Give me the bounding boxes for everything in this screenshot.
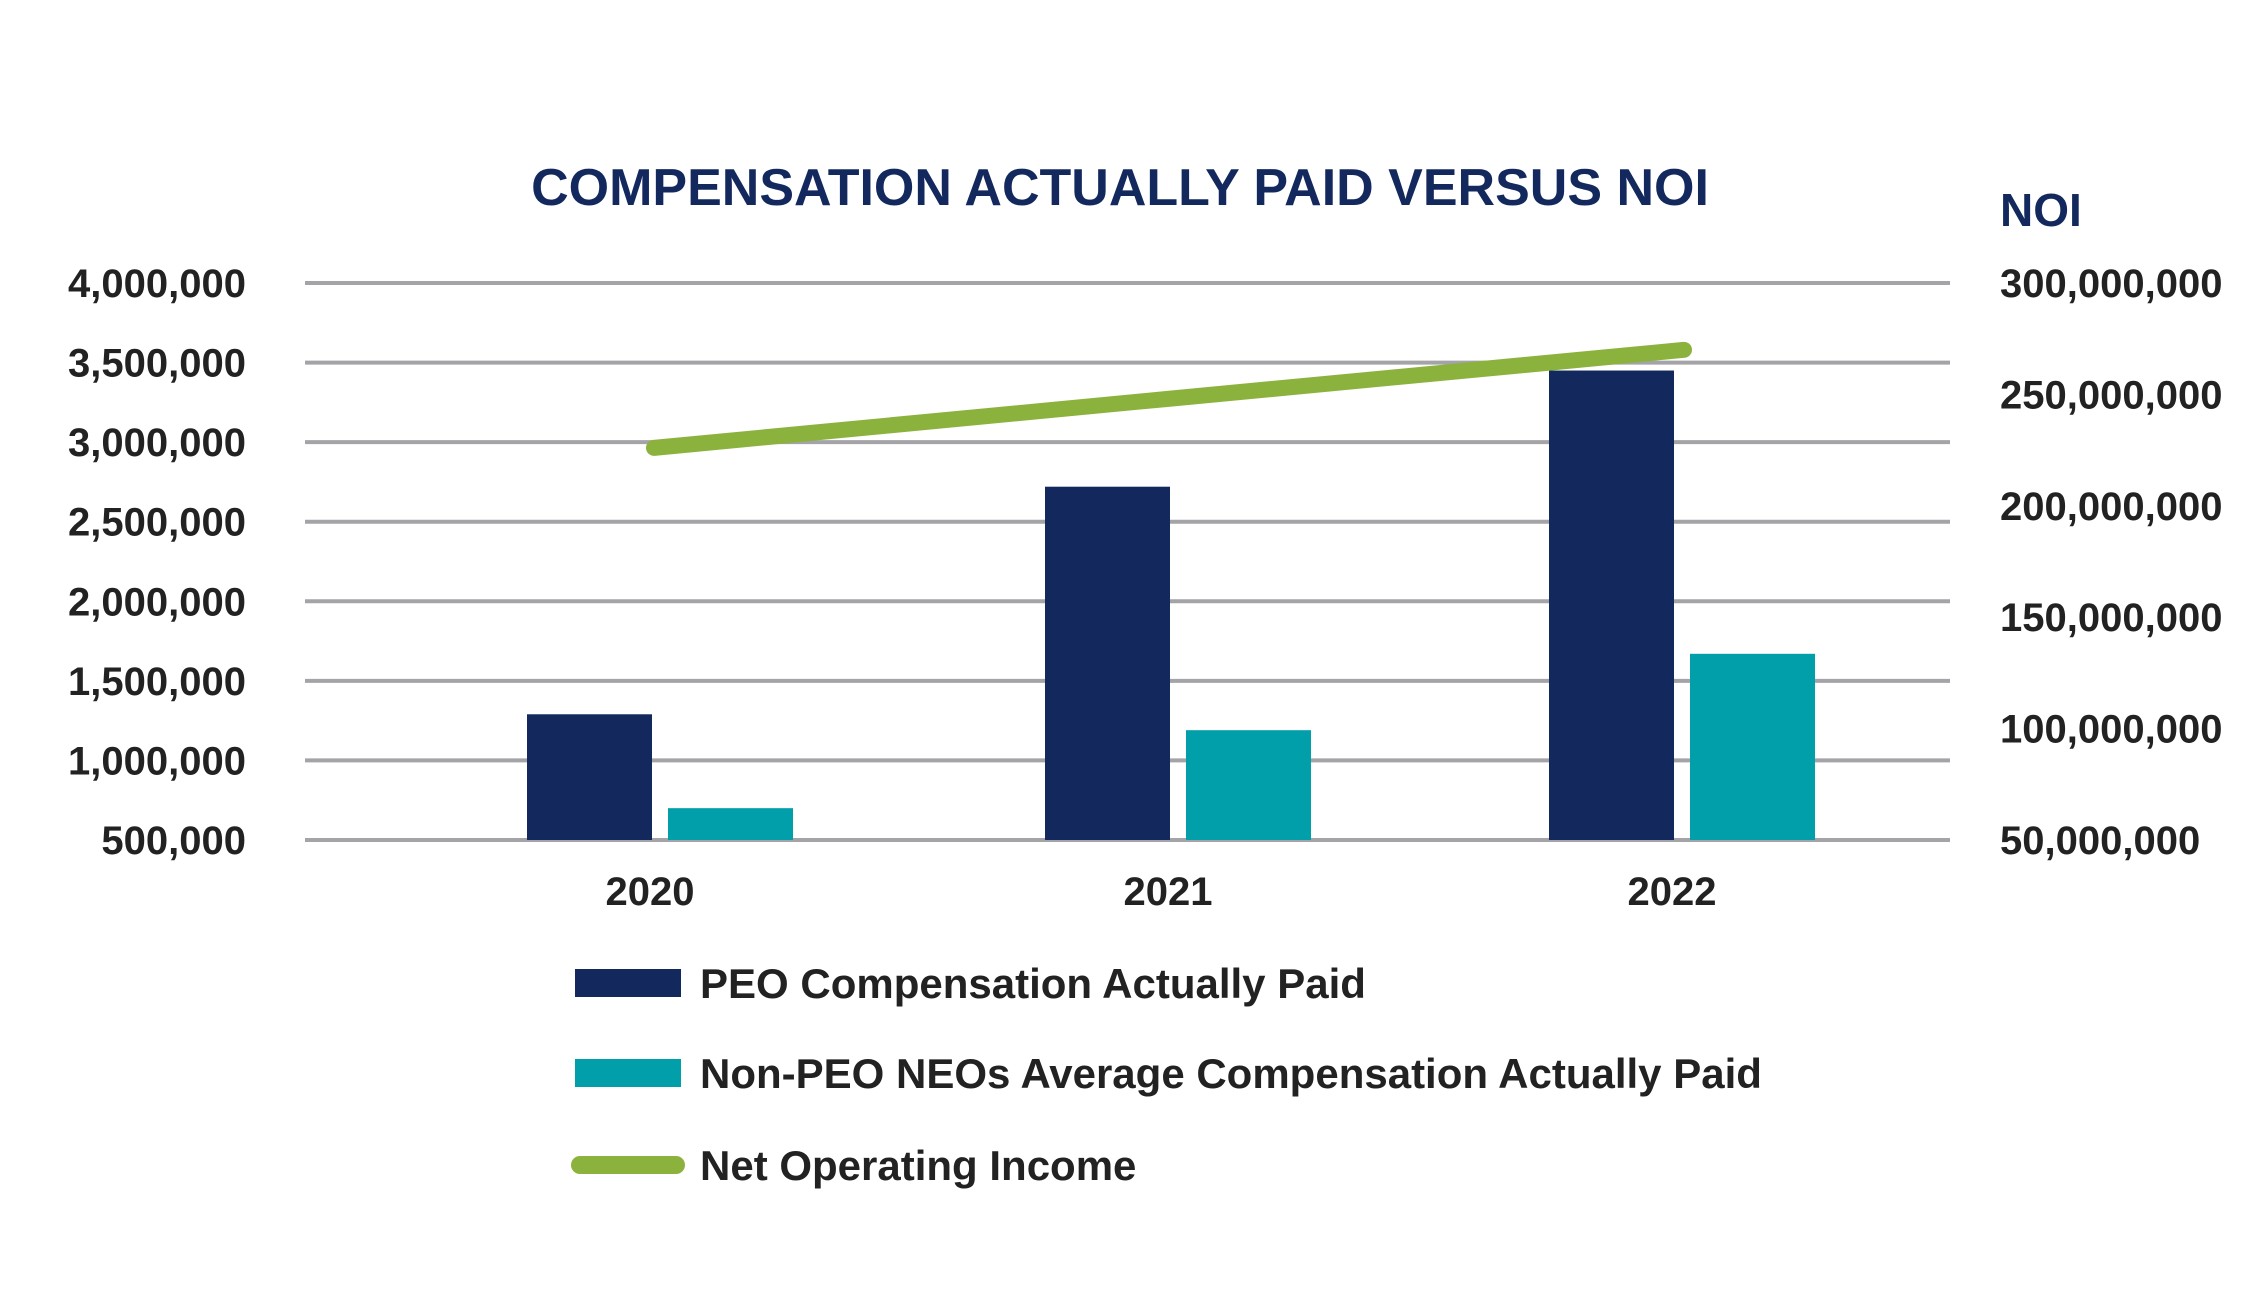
left-tick-label: 2,000,000 [68, 580, 246, 624]
bar-non-peo-2022 [1690, 653, 1815, 840]
chart-title: COMPENSATION ACTUALLY PAID VERSUS NOI [531, 159, 1709, 217]
left-tick-label: 4,000,000 [68, 262, 246, 306]
legend-label: Non-PEO NEOs Average Compensation Actual… [700, 1050, 1762, 1097]
left-tick-label: 1,500,000 [68, 660, 246, 704]
category-labels: 2020 2021 2022 [606, 870, 1717, 914]
legend-label: Net Operating Income [700, 1142, 1136, 1189]
bar-peo-2021 [1045, 486, 1170, 840]
legend-swatch [575, 1059, 681, 1087]
noi-line-layer [646, 341, 1692, 456]
left-tick-label: 1,000,000 [68, 739, 246, 783]
right-axis-ticks: 300,000,000 250,000,000 200,000,000 150,000… [2000, 262, 2222, 863]
noi-line [646, 341, 1692, 456]
right-tick-label: 100,000,000 [2000, 708, 2222, 752]
bar-peo-2022 [1549, 370, 1674, 840]
bar-non-peo-2021 [1186, 730, 1311, 840]
left-tick-label: 500,000 [101, 819, 246, 863]
legend-label: PEO Compensation Actually Paid [700, 960, 1366, 1007]
right-tick-label: 250,000,000 [2000, 373, 2222, 417]
right-axis-title: NOI [2000, 184, 2082, 236]
legend-swatch [575, 969, 681, 997]
bar-peo-2020 [527, 714, 652, 840]
right-tick-label: 150,000,000 [2000, 596, 2222, 640]
category-label: 2022 [1628, 870, 1717, 914]
right-tick-label: 50,000,000 [2000, 819, 2200, 863]
left-tick-label: 2,500,000 [68, 501, 246, 545]
left-tick-label: 3,000,000 [68, 421, 246, 465]
bar-non-peo-2020 [668, 808, 793, 840]
left-tick-label: 3,500,000 [68, 342, 246, 386]
right-tick-label: 200,000,000 [2000, 485, 2222, 529]
category-label: 2021 [1124, 870, 1213, 914]
left-axis-ticks: 4,000,000 3,500,000 3,000,000 2,500,000 2,00… [68, 262, 246, 863]
category-label: 2020 [606, 870, 695, 914]
legend: PEO Compensation Actually Paid Non-PEO NE… [571, 960, 1762, 1189]
bars [527, 370, 1815, 840]
right-tick-label: 300,000,000 [2000, 262, 2222, 306]
